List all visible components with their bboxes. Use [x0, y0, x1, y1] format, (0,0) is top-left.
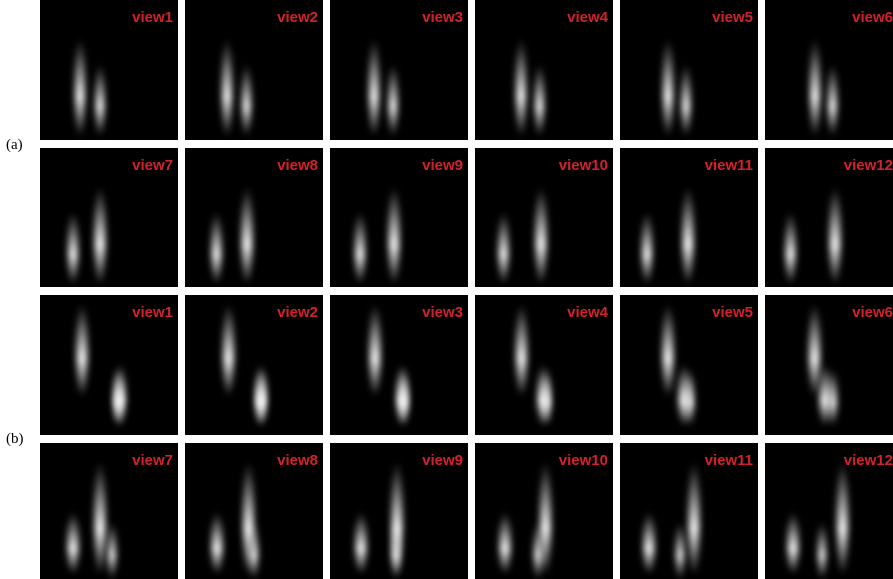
intensity-blob: [682, 65, 691, 135]
intensity-blob: [68, 513, 79, 573]
intensity-blob: [543, 370, 551, 425]
intensity-blob: [788, 513, 799, 573]
intensity-blob: [818, 523, 826, 578]
view-label: view7: [132, 157, 173, 174]
intensity-blob: [95, 188, 106, 283]
intensity-blob: [663, 305, 674, 395]
intensity-blob: [114, 370, 122, 425]
panel-label: (a): [6, 137, 23, 153]
view-label: view4: [567, 304, 609, 321]
intensity-blob: [535, 65, 544, 135]
intensity-blob: [830, 188, 841, 283]
intensity-blob: [676, 523, 684, 578]
view-label: view5: [712, 9, 753, 26]
figure: view1 view2 view3 view4 view5 view6 view7 view8…: [0, 0, 893, 579]
intensity-blob: [820, 365, 831, 425]
view-label: view8: [277, 157, 318, 174]
intensity-blob: [257, 370, 265, 425]
view-label: view2: [277, 9, 318, 26]
view-label: view11: [705, 157, 753, 174]
view-label: view9: [422, 452, 463, 469]
intensity-blob: [837, 463, 848, 573]
intensity-blob: [500, 513, 511, 573]
view-label: view6: [852, 304, 893, 321]
intensity-blob: [212, 213, 222, 283]
view-label: view12: [844, 452, 893, 469]
intensity-blob: [389, 65, 398, 135]
view-label: view2: [277, 304, 318, 321]
view-label: view4: [567, 9, 609, 26]
view-label: view1: [132, 9, 173, 26]
intensity-blob: [75, 40, 85, 135]
intensity-blob: [250, 523, 258, 578]
view-label: view9: [422, 157, 463, 174]
intensity-blob: [644, 513, 655, 573]
view-label: view3: [422, 304, 463, 321]
intensity-blob: [499, 213, 509, 283]
intensity-blob: [786, 213, 796, 283]
view-label: view12: [844, 157, 893, 174]
view-label: view10: [559, 452, 608, 469]
intensity-blob: [356, 513, 367, 573]
view-label: view7: [132, 452, 173, 469]
intensity-blob: [683, 188, 694, 283]
intensity-blob: [370, 305, 381, 395]
view-label: view1: [132, 304, 173, 321]
intensity-blob: [95, 463, 106, 573]
view-label: view10: [559, 157, 608, 174]
intensity-blob: [400, 370, 408, 425]
intensity-blob: [242, 188, 253, 283]
intensity-blob: [212, 513, 223, 573]
view-label: view6: [852, 9, 893, 26]
intensity-blob: [516, 305, 527, 395]
intensity-blob: [516, 40, 526, 135]
intensity-blob: [536, 188, 547, 283]
intensity-blob: [810, 40, 820, 135]
intensity-blob: [686, 370, 694, 425]
view-label: view11: [705, 452, 753, 469]
intensity-blob: [369, 40, 379, 135]
intensity-blob: [108, 523, 116, 578]
intensity-blob: [663, 40, 673, 135]
intensity-blob: [689, 463, 700, 573]
view-label: view8: [277, 452, 318, 469]
intensity-blob: [242, 65, 251, 135]
intensity-blob: [534, 523, 542, 578]
intensity-blob: [828, 65, 837, 135]
panel-label: (b): [6, 431, 24, 447]
intensity-blob: [355, 213, 365, 283]
intensity-blob: [77, 305, 88, 395]
view-label: view3: [422, 9, 463, 26]
intensity-blob: [829, 370, 837, 425]
intensity-blob: [222, 40, 232, 135]
view-label: view5: [712, 304, 753, 321]
intensity-blob: [96, 65, 105, 135]
intensity-blob: [392, 523, 400, 578]
intensity-blob: [642, 213, 652, 283]
intensity-blob: [68, 213, 78, 283]
intensity-blob: [809, 305, 820, 395]
intensity-blob: [389, 188, 400, 283]
intensity-blob: [223, 305, 234, 395]
